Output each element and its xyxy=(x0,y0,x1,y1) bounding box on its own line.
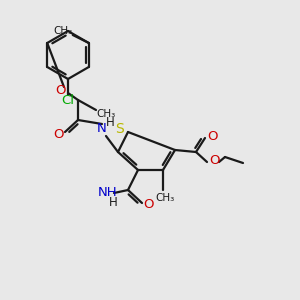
Text: O: O xyxy=(209,154,219,167)
Text: O: O xyxy=(53,128,63,140)
Text: CH₃: CH₃ xyxy=(96,109,116,119)
Text: O: O xyxy=(207,130,217,142)
Text: N: N xyxy=(97,122,107,136)
Text: CH₃: CH₃ xyxy=(53,26,72,36)
Text: NH: NH xyxy=(98,187,118,200)
Text: CH₃: CH₃ xyxy=(155,193,175,203)
Text: S: S xyxy=(116,122,124,136)
Text: H: H xyxy=(109,196,117,209)
Text: H: H xyxy=(106,116,114,128)
Text: Cl: Cl xyxy=(61,94,74,107)
Text: O: O xyxy=(144,199,154,212)
Text: O: O xyxy=(55,85,65,98)
